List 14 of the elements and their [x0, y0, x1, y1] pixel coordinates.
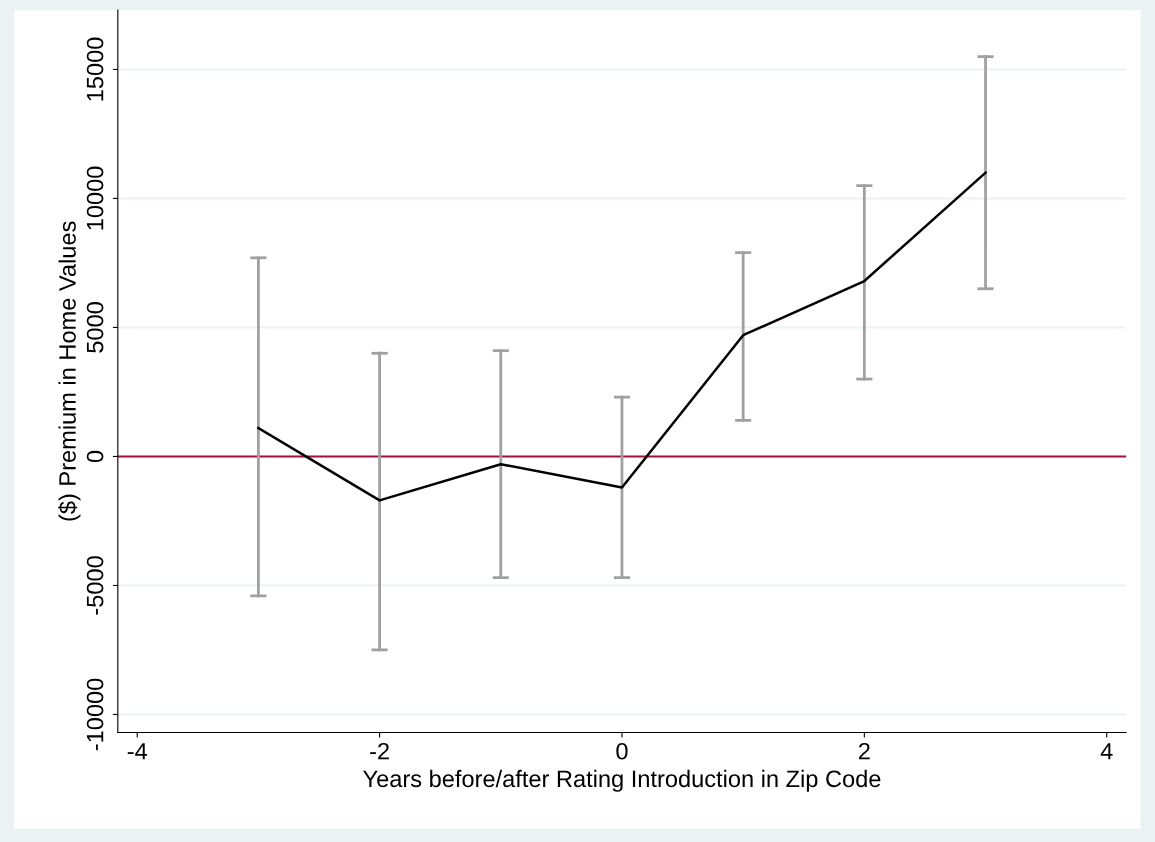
y-tick-label: 0 — [86, 450, 104, 463]
x-tick-label: -2 — [370, 742, 389, 760]
x-axis-title: Years before/after Rating Introduction in Zip Code — [363, 769, 881, 792]
y-axis-title: ($) Premium in Home Values — [58, 221, 81, 521]
y-tick-label: 10000 — [86, 166, 104, 230]
x-tick-label: 4 — [1100, 743, 1113, 760]
x-tick-label: 0 — [616, 742, 628, 760]
y-tick-label: 15000 — [86, 37, 104, 101]
x-tick-label: 2 — [858, 742, 870, 760]
y-tick-label: -5000 — [86, 556, 104, 615]
x-tick-label: -4 — [127, 743, 148, 760]
line-series — [257, 171, 987, 502]
y-tick-label: -10000 — [86, 678, 104, 751]
y-tick-label: 5000 — [86, 302, 104, 353]
